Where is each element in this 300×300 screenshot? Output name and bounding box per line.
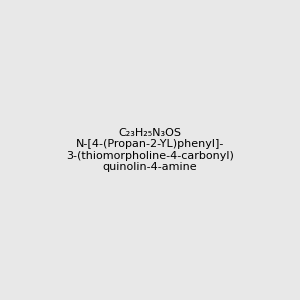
Text: C₂₃H₂₅N₃OS
N-[4-(Propan-2-YL)phenyl]-
3-(thiomorpholine-4-carbonyl)
quinolin-4-a: C₂₃H₂₅N₃OS N-[4-(Propan-2-YL)phenyl]- 3-… [66,128,234,172]
